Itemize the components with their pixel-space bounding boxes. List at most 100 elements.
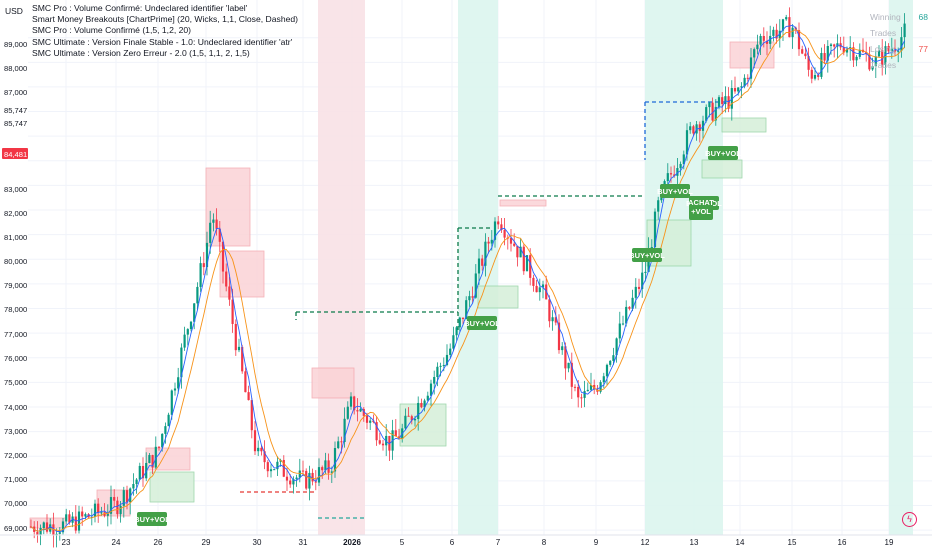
candle-body: [177, 377, 180, 389]
indicator-line[interactable]: SMC Ultimate : Version Finale Stable - 1…: [32, 36, 293, 47]
candle-body: [657, 200, 660, 212]
candle-body: [212, 219, 215, 223]
candle-body: [676, 168, 679, 176]
date-tick-label: 2026: [343, 538, 361, 547]
signal-label[interactable]: BUY+VOL: [464, 316, 500, 330]
candle-body: [689, 126, 692, 131]
candle-body: [301, 470, 305, 472]
candle-body: [100, 512, 103, 514]
candle-body: [727, 96, 730, 109]
candle-body: [141, 465, 145, 479]
candle-body: [381, 443, 385, 446]
candle-body: [673, 174, 676, 176]
candle-body: [109, 497, 113, 514]
price-tick-label: 80,000: [4, 257, 27, 266]
candle-body: [442, 364, 445, 366]
order-block-box: [477, 285, 519, 309]
candle-body: [589, 385, 593, 390]
candle-body: [97, 503, 100, 513]
candle-body: [298, 470, 301, 478]
candle-body: [778, 30, 781, 39]
signal-box: [708, 146, 738, 160]
candle-body: [503, 230, 506, 238]
candle-body: [465, 300, 468, 320]
date-tick-label: 29: [202, 538, 211, 547]
candle-body: [340, 441, 343, 443]
candle-body: [394, 430, 397, 437]
candle-body: [804, 53, 807, 57]
price-tick-label: 71,000: [4, 475, 27, 484]
candle-body: [71, 516, 74, 523]
candle-body: [196, 286, 199, 304]
candle-body: [221, 241, 225, 272]
candle-body: [58, 532, 61, 534]
candle-body: [186, 329, 189, 335]
candle-body: [145, 462, 148, 479]
time-axis[interactable]: 23 24 26 29 30 31 2026 5 6 7 8 9 12 13 14 15 16 19: [0, 534, 932, 547]
candle-body: [820, 53, 823, 77]
candle-body: [106, 513, 109, 516]
candle-body: [749, 57, 753, 79]
candle-body: [346, 406, 349, 419]
price-axis[interactable]: 89,000 88,000 87,000 85,747 85,747 84,481 83,0…: [2, 40, 28, 533]
candle-body: [452, 335, 455, 349]
candle-body: [449, 348, 452, 355]
candle-body: [209, 222, 212, 243]
losing-trades-label: Losing Trades: [870, 44, 897, 70]
candle-body: [321, 467, 324, 471]
date-tick-label: 16: [838, 538, 847, 547]
candle-body: [788, 17, 791, 38]
candle-body: [637, 286, 641, 289]
price-tick-label: 82,000: [4, 209, 27, 218]
candle-body: [231, 299, 234, 324]
candle-body: [855, 56, 858, 61]
indicator-line[interactable]: SMC Pro : Volume Confirmé (1,5, 1,2, 20): [32, 25, 192, 36]
indicator-line[interactable]: SMC Pro : Volume Confirmé: Undeclared id…: [32, 3, 248, 13]
candle-body: [605, 364, 609, 377]
signal-labels[interactable]: BUY+VOLBUY+VOLBUY+VOLBUY+VOLBUY+VOLBUY+V…: [134, 146, 741, 526]
candle-body: [458, 317, 461, 328]
candle-body: [759, 35, 762, 45]
signal-label[interactable]: BUY+VOL: [705, 146, 741, 160]
candle-body: [180, 347, 183, 378]
candle-body: [772, 29, 775, 36]
candle-body: [564, 346, 567, 369]
candle-body: [612, 355, 615, 361]
candle-body: [42, 522, 45, 528]
candle-body: [289, 480, 292, 485]
candle-body: [807, 56, 810, 70]
date-tick-label: 12: [641, 538, 650, 547]
order-block-box: [205, 167, 251, 247]
candle-body: [77, 511, 81, 531]
candle-body: [698, 124, 701, 131]
candle-body: [583, 391, 586, 398]
signal-label[interactable]: ACHAT+VOL: [688, 196, 714, 220]
date-tick-label: 8: [542, 538, 547, 547]
candle-body: [714, 106, 717, 121]
signal-label[interactable]: BUY+VOL: [134, 512, 170, 526]
date-tick-label: 23: [62, 538, 71, 547]
candle-body: [445, 354, 449, 365]
candle-body: [561, 346, 564, 351]
candle-body: [74, 516, 77, 531]
candle-body: [823, 53, 826, 61]
signal-label[interactable]: BUY+VOL: [657, 184, 693, 198]
price-tick-label: 69,000: [4, 524, 27, 533]
lightning-icon[interactable]: ϟ: [902, 512, 917, 527]
signal-label[interactable]: BUY+VOL: [629, 248, 665, 262]
date-tick-label: 6: [450, 538, 455, 547]
signal-box: [137, 512, 167, 526]
candle-body: [247, 392, 250, 401]
indicator-line[interactable]: Smart Money Breakouts [ChartPrime] (20, …: [32, 14, 299, 25]
candle-body: [525, 255, 529, 272]
signal-text: +VOL: [691, 207, 711, 216]
price-tick-label: 76,000: [4, 354, 27, 363]
indicator-line[interactable]: SMC Ultimate : Version Zero Erreur - 2.0…: [32, 47, 250, 58]
price-tick-label: 83,000: [4, 185, 27, 194]
candle-body: [39, 527, 42, 536]
signal-box: [632, 248, 662, 262]
candle-body: [113, 497, 116, 501]
candle-body: [833, 44, 836, 47]
order-block-box: [701, 159, 743, 179]
